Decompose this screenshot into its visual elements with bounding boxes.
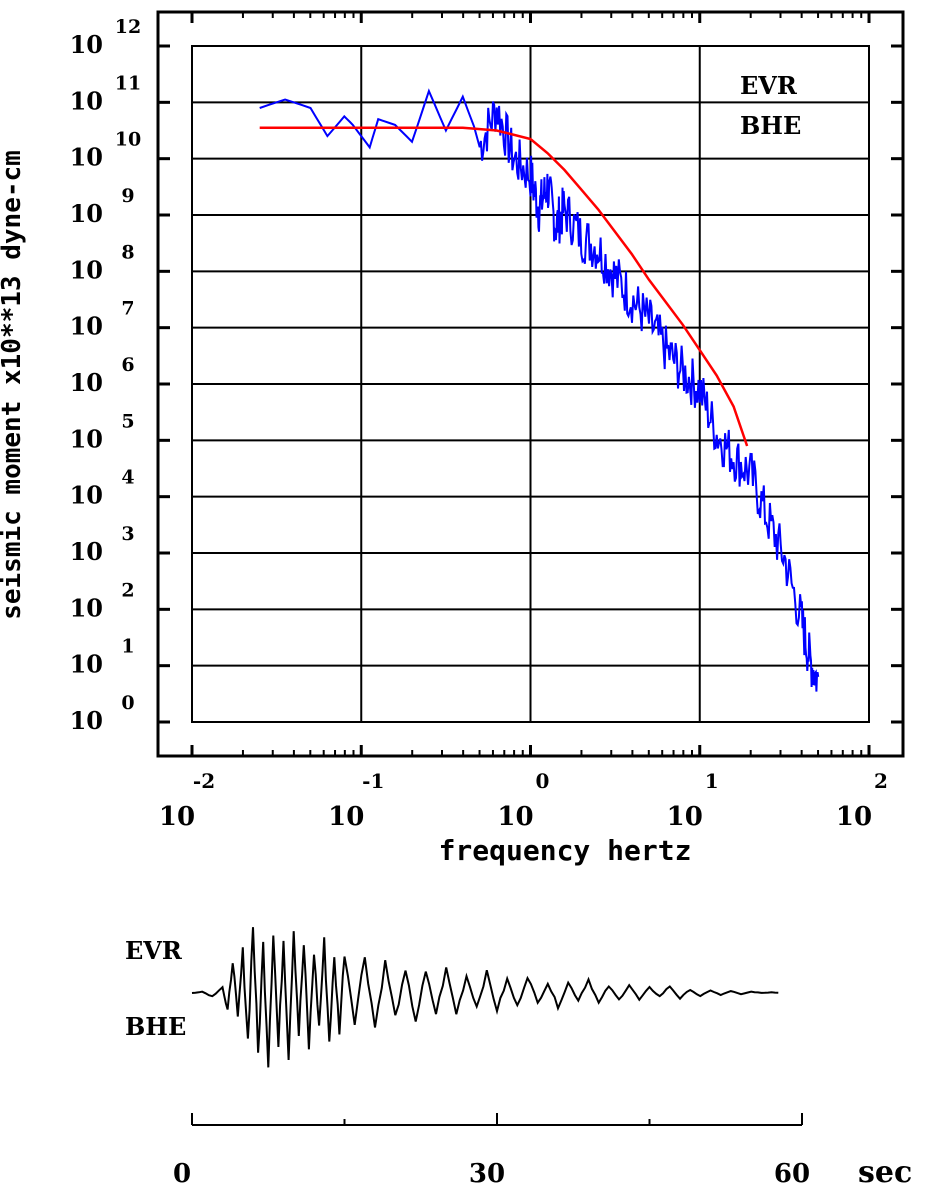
time-tick-label: 30 (469, 1159, 505, 1184)
grid (192, 46, 869, 722)
y-tick-base: 10 (70, 593, 103, 622)
y-tick-exponent: 1 (121, 636, 134, 658)
y-tick-base: 10 (70, 255, 103, 284)
x-tick-base: 10 (667, 802, 703, 832)
x-tick-exponent: -1 (362, 769, 384, 793)
time-ticks (191, 1113, 803, 1125)
y-tick-exponent: 2 (121, 579, 134, 601)
model-fit-line (259, 126, 749, 447)
y-tick-exponent: 8 (121, 241, 134, 263)
seismogram-component-label: BHE (125, 1012, 186, 1041)
x-tick-exponent: 2 (874, 769, 888, 793)
y-tick-exponent: 3 (121, 523, 134, 545)
y-tick-base: 10 (70, 706, 103, 735)
y-tick-base: 10 (70, 368, 103, 397)
tick-marks (158, 12, 903, 756)
x-tick-exponent: 1 (705, 769, 719, 793)
y-tick-base: 10 (70, 481, 103, 510)
y-tick-exponent: 9 (121, 185, 134, 207)
y-tick-base: 10 (70, 312, 103, 341)
y-tick-exponent: 12 (115, 16, 141, 38)
y-tick-base: 10 (70, 650, 103, 679)
x-tick-base: 10 (836, 802, 872, 832)
x-tick-base: 10 (328, 802, 364, 832)
station-label: EVR (740, 71, 798, 100)
y-tick-base: 10 (70, 537, 103, 566)
y-tick-exponent: 0 (121, 692, 134, 714)
time-tick-label: 0 (173, 1159, 191, 1184)
y-tick-exponent: 10 (115, 129, 141, 151)
observed-spectrum-line (259, 88, 820, 692)
seismogram-station-label: EVR (125, 936, 183, 965)
time-tick-label: 60 (774, 1159, 810, 1184)
time-tick-labels: 0 30 60 (173, 1159, 810, 1184)
y-tick-base: 10 (70, 424, 103, 453)
y-tick-exponent: 7 (121, 298, 134, 320)
x-tick-base: 10 (159, 802, 195, 832)
time-unit-label: sec (858, 1155, 912, 1184)
y-tick-base: 10 (70, 86, 103, 115)
x-axis-label: frequency hertz (439, 834, 692, 867)
seismogram-trace (191, 927, 779, 1068)
y-tick-exponent: 4 (121, 467, 134, 489)
y-tick-base: 10 (70, 199, 103, 228)
component-label: BHE (740, 111, 801, 140)
y-tick-base: 10 (70, 30, 103, 59)
y-axis-label: seismic moment x10**13 dyne-cm (0, 150, 27, 620)
y-tick-labels: 1012101110101091081071061051041031021011… (70, 16, 142, 735)
x-tick-exponent: 0 (536, 769, 550, 793)
y-tick-exponent: 11 (115, 72, 141, 94)
x-tick-base: 10 (497, 802, 533, 832)
y-tick-exponent: 6 (121, 354, 134, 376)
y-tick-exponent: 5 (121, 410, 134, 432)
x-tick-exponent: -2 (193, 769, 215, 793)
y-tick-base: 10 (70, 143, 103, 172)
